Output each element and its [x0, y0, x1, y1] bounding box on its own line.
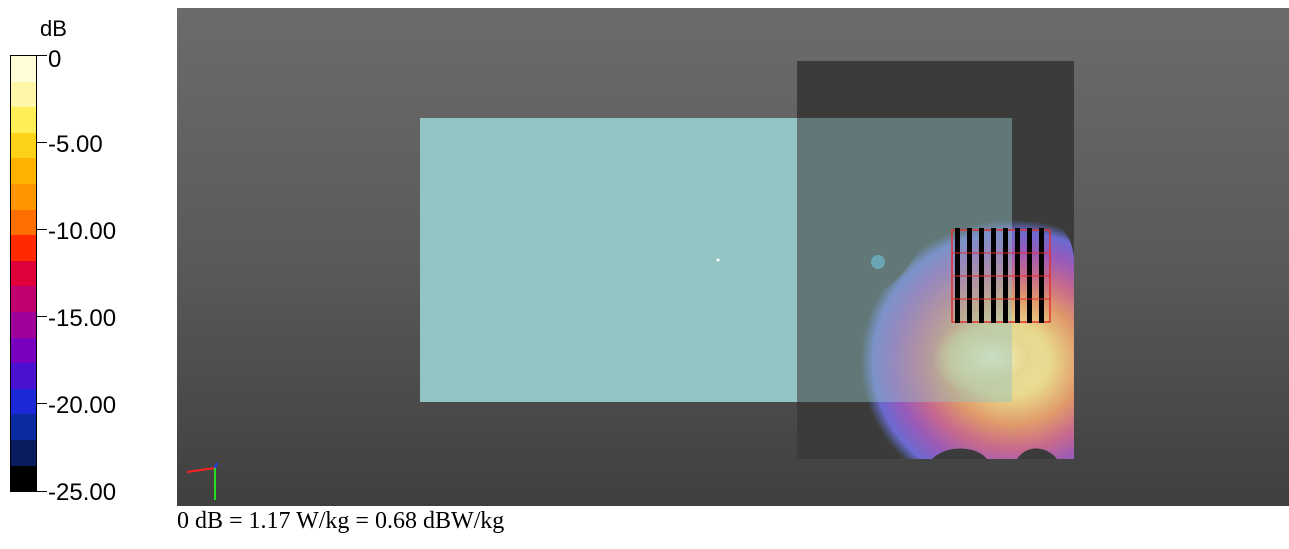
- colorbar-tick-label: -25.00: [48, 479, 117, 506]
- colorbar-band: [11, 132, 36, 159]
- colorbar-legend: dB 0 -5.00 -10.00 -15.00 -20.00 -25.00: [0, 0, 175, 505]
- colorbar-band: [11, 414, 36, 440]
- phantom-center-dot: [716, 258, 720, 262]
- colorbar-band: [11, 107, 36, 133]
- colorbar-band: [11, 56, 36, 82]
- colorbar-tick-label: 0: [48, 46, 62, 73]
- colorbar-tick-label: -10.00: [48, 218, 117, 245]
- colorbar-tick-mark: [37, 229, 47, 230]
- colorbar-band: [11, 337, 36, 364]
- sar-hotspot: [932, 318, 1052, 398]
- phantom-flat-section: [420, 118, 797, 402]
- colorbar-band: [11, 363, 36, 389]
- colorbar-unit-label: dB: [40, 16, 67, 41]
- colorbar-tick-label: -15.00: [48, 305, 117, 332]
- colorbar-band: [11, 209, 36, 236]
- colorbar-band: [11, 439, 36, 466]
- colorbar-tick-label: -20.00: [48, 392, 117, 419]
- zoom-scan-grid: [951, 228, 1051, 323]
- colorbar-band: [11, 235, 36, 261]
- colorbar-gradient: [10, 55, 37, 492]
- colorbar-band: [11, 286, 36, 312]
- phantom-marker-dot: [871, 255, 885, 269]
- sar-scene: [186, 61, 1074, 500]
- colorbar-tick-label: -5.00: [48, 131, 103, 158]
- colorbar-band: [11, 388, 36, 415]
- colorbar-band: [11, 260, 36, 287]
- reference-caption: 0 dB = 1.17 W/kg = 0.68 dBW/kg: [177, 508, 505, 534]
- phantom-overlap: [797, 118, 1012, 402]
- colorbar-band: [11, 183, 36, 210]
- colorbar-tick-mark: [37, 491, 47, 492]
- sar-3d-viewport[interactable]: [177, 8, 1289, 506]
- axis-triad-icon: [186, 462, 218, 500]
- colorbar-tick-mark: [37, 316, 47, 317]
- colorbar-tick-mark: [37, 142, 47, 143]
- colorbar-tick-mark: [37, 55, 47, 56]
- colorbar-band: [11, 465, 36, 492]
- colorbar-band: [11, 158, 36, 184]
- colorbar-band: [11, 81, 36, 108]
- colorbar-band: [11, 311, 36, 338]
- colorbar-tick-mark: [37, 403, 47, 404]
